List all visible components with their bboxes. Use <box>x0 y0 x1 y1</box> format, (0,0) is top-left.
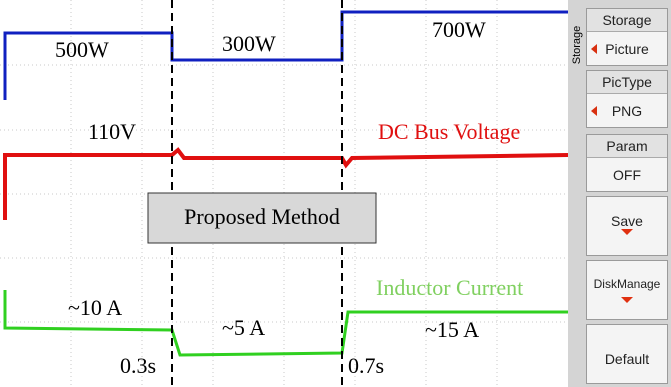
voltage-name: DC Bus Voltage <box>378 119 520 144</box>
button-value: Picture <box>605 41 649 57</box>
button-title: PicType <box>587 71 667 94</box>
button-title: Param <box>587 135 667 158</box>
current-label: ~5 A <box>222 315 265 340</box>
current-label: ~15 A <box>425 317 479 342</box>
default-button[interactable]: Default <box>586 324 668 384</box>
button-value: Default <box>587 351 667 367</box>
button-value: OFF <box>587 158 667 192</box>
diskmanage-button[interactable]: DiskManage <box>586 260 668 320</box>
button-value: PNG <box>612 103 642 119</box>
save-button[interactable]: Save <box>586 196 668 256</box>
button-title: Storage <box>587 9 667 32</box>
button-value: DiskManage <box>587 277 667 291</box>
side-label-text: Storage <box>571 26 583 65</box>
time-label: 0.7s <box>348 353 384 378</box>
power-label: 500W <box>55 37 109 62</box>
button-value: Save <box>587 213 667 229</box>
method-label: Proposed Method <box>184 204 340 229</box>
side-label: Storage <box>568 20 586 70</box>
power-label: 700W <box>432 17 486 42</box>
voltage-label: 110V <box>88 119 136 144</box>
current-label: ~10 A <box>68 295 122 320</box>
time-label: 0.3s <box>120 353 156 378</box>
storage-button[interactable]: Storage Picture <box>586 8 668 66</box>
current-name: Inductor Current <box>376 275 523 300</box>
page: {"scope": {"power_labels": ["500W", "300… <box>0 0 671 387</box>
pictype-button[interactable]: PicType PNG <box>586 70 668 128</box>
scope-screen: 500W 300W 700W 110V DC Bus Voltage Propo… <box>0 0 568 387</box>
power-label: 300W <box>222 31 276 56</box>
